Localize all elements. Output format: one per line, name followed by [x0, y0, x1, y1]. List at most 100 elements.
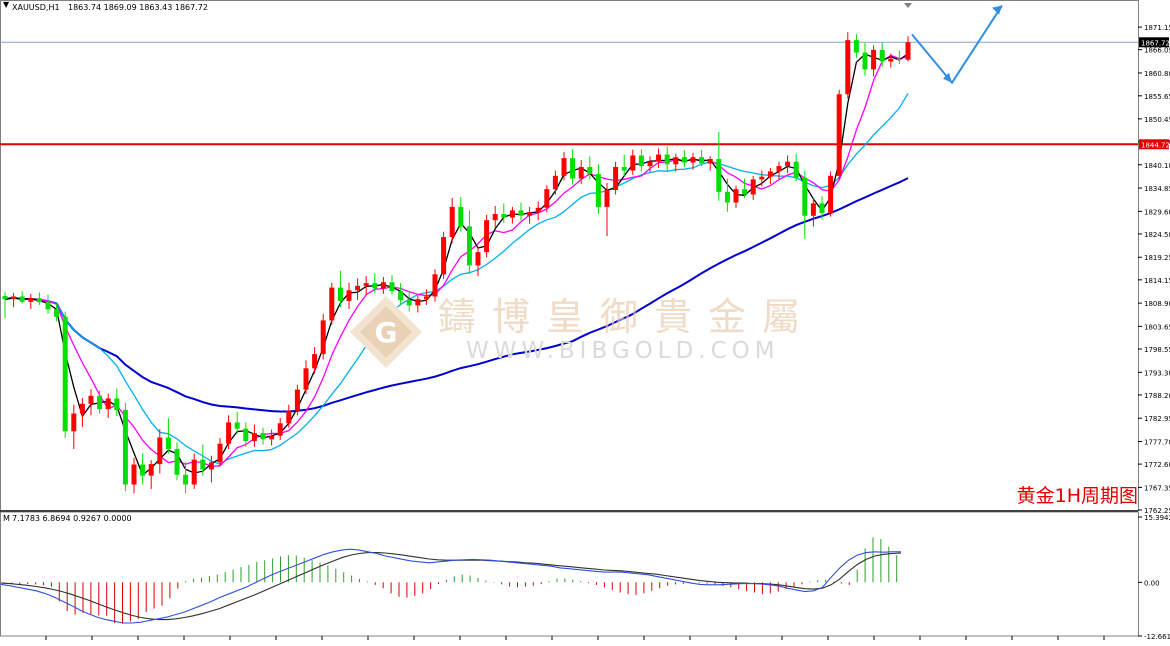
candle-body — [776, 166, 782, 172]
candle-body — [707, 159, 713, 164]
main-panel-frame — [0, 0, 1139, 511]
ohlc-readout: 1863.74 1869.09 1863.43 1867.72 — [68, 3, 208, 12]
y-tick-label: 1798.55 — [1144, 346, 1170, 354]
candle-body — [54, 309, 60, 317]
candle-body — [561, 158, 567, 176]
y-tick-label: 1840.10 — [1144, 162, 1170, 170]
y-tick-label: 1793.30 — [1144, 369, 1170, 377]
resistance-level-label: 1844.72 — [1141, 141, 1170, 149]
y-tick-label: 1803.65 — [1144, 323, 1170, 331]
candle-body — [423, 296, 429, 300]
candle-body — [28, 298, 34, 302]
candle-body — [484, 220, 490, 253]
macd-tick-label: 0.00 — [1144, 579, 1160, 587]
forecast-arrow-head-icon — [943, 72, 952, 83]
chart-caption: 黄金1H周期图 — [1016, 485, 1138, 507]
candle-body — [337, 287, 343, 301]
candle-body — [896, 58, 902, 60]
watermark-logo-letter: G — [375, 316, 398, 349]
y-tick-label: 1808.90 — [1144, 300, 1170, 308]
candle-body — [389, 282, 395, 292]
current-price-label: 1867.72 — [1141, 39, 1170, 47]
candle-body — [191, 459, 197, 485]
candle-body — [286, 410, 292, 424]
candle-body — [165, 437, 171, 450]
candle-body — [398, 291, 404, 301]
top-marker-icon — [904, 3, 912, 8]
candle-body — [630, 155, 636, 171]
ma-long-line — [4, 177, 909, 413]
candle-body — [97, 395, 103, 410]
candle-body — [303, 368, 309, 390]
candle-body — [879, 49, 885, 62]
candle-body — [372, 283, 378, 289]
candle-body — [501, 213, 507, 218]
y-tick-label: 1850.45 — [1144, 116, 1170, 124]
candle-body — [19, 296, 25, 302]
candle-body — [208, 462, 214, 470]
candle-body — [750, 179, 756, 195]
candle-body — [36, 298, 42, 303]
candle-body — [174, 449, 180, 475]
y-tick-label: 1834.85 — [1144, 185, 1170, 193]
ma-mid-line — [4, 54, 909, 468]
candle-body — [733, 189, 739, 203]
candle-body — [406, 300, 412, 306]
candle-body — [122, 410, 128, 485]
y-tick-label: 1819.25 — [1144, 254, 1170, 262]
y-tick-label: 1855.65 — [1144, 93, 1170, 101]
y-tick-label: 1772.60 — [1144, 461, 1170, 469]
candle-body — [673, 157, 679, 165]
candle-body — [458, 206, 464, 227]
candle-body — [664, 154, 670, 165]
candle-body — [527, 212, 533, 216]
macd-values: 7.1783 6.8694 0.9267 0.0000 — [12, 514, 132, 523]
candle-body — [131, 464, 137, 485]
candle-body — [226, 422, 232, 444]
macd-tick-label: 15.3942 — [1144, 514, 1170, 522]
candle-body — [329, 287, 335, 321]
symbol-timeframe: XAUUSD,H1 — [12, 3, 60, 12]
candle-body — [432, 274, 438, 297]
candle-body — [466, 226, 472, 266]
candle-body — [157, 437, 163, 465]
y-tick-label: 1829.60 — [1144, 208, 1170, 216]
ma-slow-line — [4, 93, 909, 465]
watermark-brand: 鑄博皇御貴金屬 — [438, 295, 817, 339]
candle-body — [793, 161, 799, 178]
y-tick-label: 1777.70 — [1144, 438, 1170, 446]
candle-body — [269, 435, 275, 440]
resistance-level-tag — [1139, 139, 1169, 150]
candle-body — [767, 171, 773, 177]
candle-body — [217, 443, 223, 463]
candle-body — [724, 191, 730, 203]
candle-body — [140, 464, 146, 476]
candle-body — [71, 413, 77, 432]
collapse-arrow-icon[interactable]: ▼ — [3, 0, 10, 9]
candle-body — [905, 42, 911, 60]
candle-body — [552, 175, 558, 190]
y-tick-label: 1860.80 — [1144, 70, 1170, 78]
candle-body — [62, 316, 68, 432]
candle-body — [355, 285, 361, 291]
candle-body — [312, 354, 318, 369]
candle-body — [578, 166, 584, 179]
candle-body — [587, 166, 593, 175]
forecast-arrow-head-icon — [992, 5, 1002, 15]
y-tick-label: 1782.95 — [1144, 415, 1170, 423]
candle-body — [785, 161, 791, 167]
watermark-logo-icon: G — [350, 296, 422, 368]
indicator-panel-frame — [0, 511, 1139, 637]
candle-body — [105, 398, 111, 410]
candle-body — [260, 433, 266, 440]
candle-body — [595, 174, 601, 207]
candle-body — [836, 94, 842, 176]
candle-body — [234, 422, 240, 429]
candle-body — [613, 166, 619, 191]
candle-body — [888, 58, 894, 62]
ma-fast-line — [4, 53, 909, 476]
candle-body — [570, 158, 576, 179]
candle-body — [535, 207, 541, 213]
current-price-tag — [1139, 37, 1169, 48]
